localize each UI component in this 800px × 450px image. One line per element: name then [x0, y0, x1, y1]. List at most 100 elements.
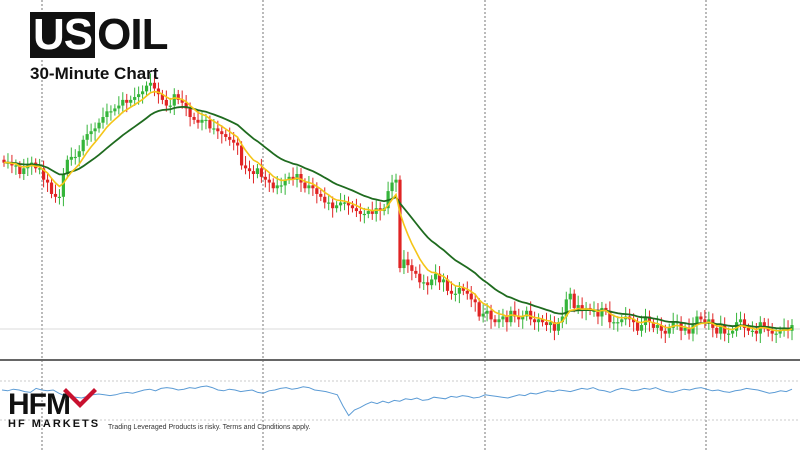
candle-body	[497, 319, 501, 323]
candle-body	[61, 174, 65, 197]
candle-body	[236, 142, 240, 146]
candle-body	[449, 290, 454, 294]
candle-body	[604, 307, 608, 311]
candle-body	[489, 310, 493, 320]
candle-body	[533, 319, 537, 323]
candle-body	[746, 327, 751, 331]
candle-body	[505, 316, 509, 323]
candle-body	[315, 188, 319, 194]
candle-body	[148, 82, 153, 86]
candle-body	[303, 182, 307, 189]
candle-body	[402, 259, 406, 269]
candle-body	[283, 179, 287, 186]
candle-body	[727, 333, 731, 335]
candle-body	[101, 117, 105, 123]
candle-body	[41, 168, 46, 180]
candle-body	[437, 273, 442, 283]
chart-title: US OIL 30-Minute Chart	[30, 12, 168, 84]
candle-body	[299, 174, 303, 183]
candle-body	[699, 316, 703, 320]
candle-body	[180, 99, 184, 103]
candle-body	[560, 316, 564, 323]
candle-body	[121, 99, 125, 106]
candle-body	[616, 322, 620, 324]
candle-body	[160, 94, 164, 100]
candle-body	[513, 310, 517, 317]
moving-averages	[4, 90, 793, 332]
candle-body	[548, 322, 553, 326]
candle-body	[493, 319, 497, 323]
candle-body	[18, 165, 22, 174]
candle-body	[14, 165, 18, 167]
candle-body	[501, 316, 505, 320]
candle-body	[738, 319, 743, 323]
candle-body	[216, 128, 220, 132]
candle-body	[38, 168, 42, 170]
candle-body	[683, 327, 687, 331]
candle-body	[572, 293, 576, 308]
candle-body	[406, 259, 410, 266]
candle-body	[81, 139, 85, 152]
candle-body	[592, 310, 596, 312]
candle-body	[176, 94, 180, 100]
candle-body	[113, 108, 117, 112]
candle-body	[418, 273, 422, 283]
candle-body	[390, 182, 394, 192]
candle-body	[754, 330, 758, 334]
brand-block: HF MARKETS	[8, 386, 100, 430]
candle-body	[279, 185, 283, 187]
candle-body	[69, 156, 73, 160]
candle-body	[200, 119, 204, 123]
candle-body	[477, 302, 481, 317]
candle-body	[715, 327, 719, 334]
candle-body	[188, 108, 192, 117]
candle-body	[414, 270, 418, 274]
candle-body	[580, 305, 584, 311]
candle-body	[529, 310, 533, 320]
candle-body	[156, 88, 161, 95]
candle-body	[600, 307, 604, 317]
candle-body	[723, 325, 727, 334]
candle-body	[152, 82, 157, 89]
candle-body	[552, 322, 557, 331]
candle-body	[327, 202, 331, 204]
symbol-label: US OIL	[30, 12, 168, 58]
candle-body	[663, 330, 667, 334]
candle-body	[338, 202, 343, 206]
candle-body	[655, 325, 659, 328]
candle-body	[295, 174, 299, 180]
candle-body	[358, 211, 362, 214]
candle-body	[49, 182, 54, 194]
candle-body	[243, 165, 248, 169]
candle-body	[168, 105, 172, 107]
candle-body	[172, 94, 176, 106]
candle-body	[671, 322, 675, 328]
candle-body	[473, 299, 477, 303]
candle-body	[639, 325, 644, 331]
candle-body	[239, 145, 244, 166]
candle-body	[53, 193, 58, 197]
candle-body	[544, 322, 549, 326]
candle-body	[307, 185, 311, 189]
candle-body	[342, 202, 347, 204]
candle-body	[291, 176, 295, 180]
candle-body	[275, 185, 279, 189]
candle-body	[287, 176, 291, 180]
candle-body	[612, 322, 616, 324]
candle-body	[469, 293, 473, 300]
candle-body	[445, 279, 450, 291]
candle-body	[97, 122, 101, 129]
candle-body	[457, 288, 461, 294]
candle-body	[394, 179, 398, 183]
candle-body	[465, 290, 469, 294]
candle-body	[687, 327, 691, 334]
candle-body	[57, 196, 62, 198]
candle-body	[521, 316, 525, 320]
hfm-logo: HFM	[8, 388, 97, 421]
candle-body	[695, 316, 699, 326]
candle-body	[778, 330, 782, 334]
candle-body	[525, 310, 529, 317]
candle-body	[105, 111, 109, 117]
candle-body	[422, 282, 426, 284]
